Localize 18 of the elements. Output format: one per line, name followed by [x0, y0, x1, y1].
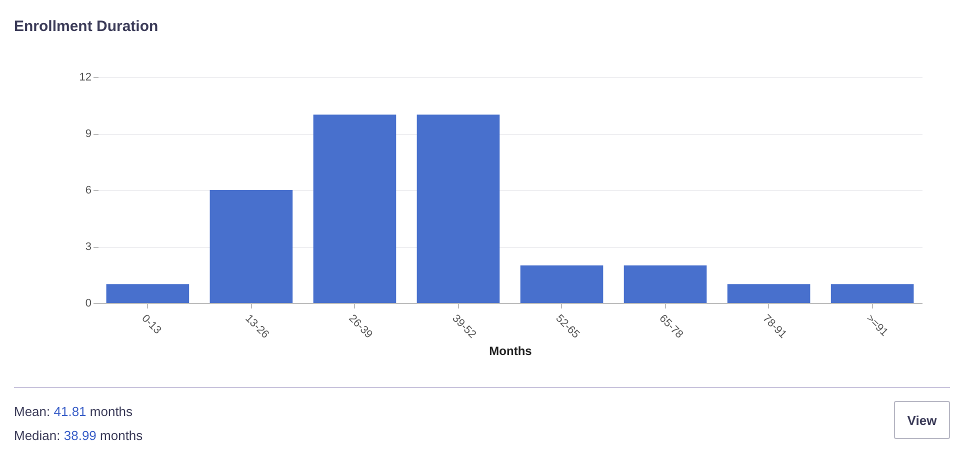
bar: [106, 284, 190, 303]
chart-title: Enrollment Duration: [14, 18, 158, 35]
y-tick-label: 3: [85, 241, 92, 253]
text: Median: 38.99 months: [14, 428, 143, 443]
y-tick-label: 6: [85, 184, 92, 196]
bar: [520, 265, 604, 303]
bar: [416, 114, 500, 303]
bar: [313, 114, 396, 303]
x-axis-title: Months: [489, 344, 532, 358]
bar: [624, 265, 707, 303]
text: Mean: 41.81 months: [14, 404, 133, 419]
y-tick-label: 9: [85, 128, 92, 140]
bar: [727, 284, 810, 303]
bar: [210, 190, 293, 303]
bar: [830, 284, 914, 303]
y-tick-label: 0: [85, 298, 92, 310]
button[interactable]: View: [894, 401, 950, 439]
y-tick-label: 12: [79, 72, 92, 84]
